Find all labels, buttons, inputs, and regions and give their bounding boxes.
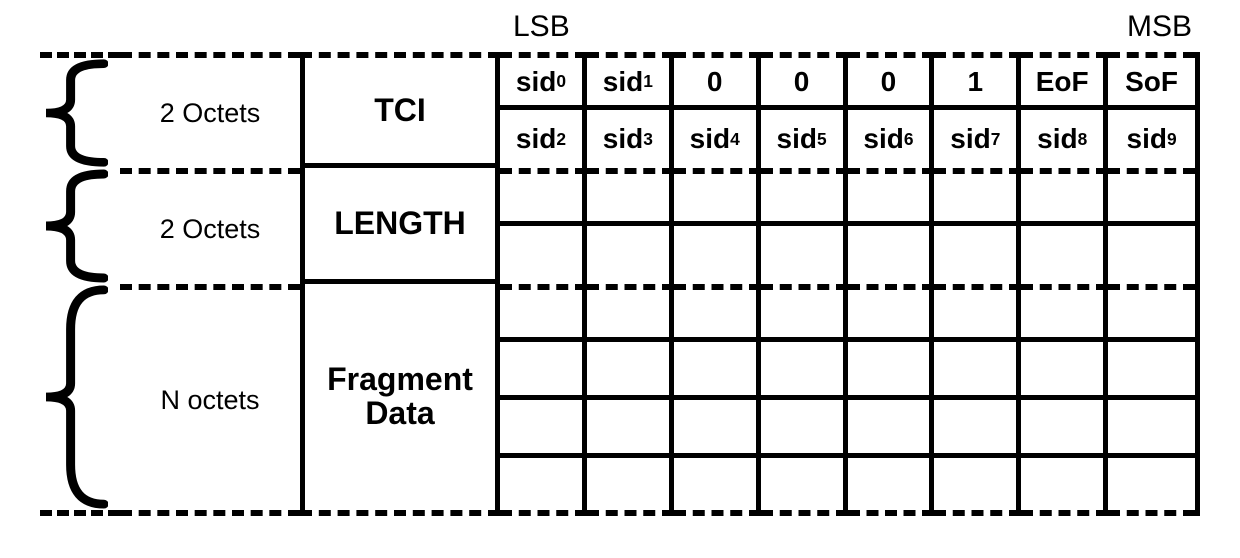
bit-cell — [587, 400, 674, 458]
bit-cell: sid4 — [674, 110, 761, 168]
section: 2 OctetsLENGTH — [40, 168, 1195, 284]
bit-cell: 0 — [848, 52, 935, 110]
bit-cell: sid0 — [500, 52, 587, 110]
bit-cell — [934, 168, 1021, 226]
bit-cell — [1108, 458, 1195, 516]
bit-cell: sid3 — [587, 110, 674, 168]
bit-grid — [500, 168, 1195, 284]
bit-cell — [587, 284, 674, 342]
msb-label: MSB — [1127, 10, 1192, 44]
bit-cell — [500, 226, 587, 284]
packet-structure-table: 2 OctetsTCIsid0sid10001EoFSoFsid2sid3sid… — [40, 52, 1200, 516]
bit-cell — [500, 342, 587, 400]
bit-cell — [1021, 226, 1108, 284]
brace-icon — [40, 168, 120, 284]
bit-cell — [848, 458, 935, 516]
bit-cell — [587, 458, 674, 516]
bit-cell — [1108, 168, 1195, 226]
bit-cell: sid1 — [587, 52, 674, 110]
bit-cell: sid8 — [1021, 110, 1108, 168]
bit-cell — [500, 168, 587, 226]
bit-cell — [587, 342, 674, 400]
bit-cell: sid5 — [761, 110, 848, 168]
bit-cell — [1021, 458, 1108, 516]
bit-cell — [848, 168, 935, 226]
bit-cell: 0 — [674, 52, 761, 110]
bit-cell — [1108, 284, 1195, 342]
bit-cell — [1108, 226, 1195, 284]
bit-cell — [848, 400, 935, 458]
bit-cell: sid2 — [500, 110, 587, 168]
bit-order-header: LSB MSB — [40, 10, 1200, 52]
bit-cell — [500, 458, 587, 516]
bit-cell — [934, 226, 1021, 284]
section-field-label: LENGTH — [300, 168, 500, 284]
brace-icon — [40, 284, 120, 516]
bit-cell — [934, 400, 1021, 458]
bit-cell: 0 — [761, 52, 848, 110]
bit-grid — [500, 284, 1195, 516]
bit-grid: sid0sid10001EoFSoFsid2sid3sid4sid5sid6si… — [500, 52, 1195, 168]
bit-cell — [934, 284, 1021, 342]
bit-cell — [500, 284, 587, 342]
brace-icon — [40, 52, 120, 168]
bit-cell — [761, 168, 848, 226]
bit-cell — [848, 342, 935, 400]
bit-cell — [500, 400, 587, 458]
bit-cell — [761, 400, 848, 458]
bit-cell — [761, 284, 848, 342]
bit-cell: sid6 — [848, 110, 935, 168]
section: 2 OctetsTCIsid0sid10001EoFSoFsid2sid3sid… — [40, 52, 1195, 168]
bit-cell: SoF — [1108, 52, 1195, 110]
section-field-label: FragmentData — [300, 284, 500, 516]
section-size-label: N octets — [120, 284, 300, 516]
bit-cell — [934, 342, 1021, 400]
section-field-label: TCI — [300, 52, 500, 168]
bit-cell — [674, 284, 761, 342]
bit-cell — [674, 226, 761, 284]
lsb-label: LSB — [513, 10, 570, 44]
bit-cell — [848, 226, 935, 284]
bit-cell — [587, 226, 674, 284]
bit-cell: EoF — [1021, 52, 1108, 110]
section-size-label: 2 Octets — [120, 52, 300, 168]
bit-cell — [674, 342, 761, 400]
bit-cell: 1 — [934, 52, 1021, 110]
bit-cell — [934, 458, 1021, 516]
bit-cell — [848, 284, 935, 342]
section-size-label: 2 Octets — [120, 168, 300, 284]
bit-cell — [761, 226, 848, 284]
bit-cell — [674, 400, 761, 458]
bit-cell — [1108, 342, 1195, 400]
bit-cell: sid9 — [1108, 110, 1195, 168]
bit-cell — [1021, 342, 1108, 400]
bit-cell — [1108, 400, 1195, 458]
bit-cell — [1021, 168, 1108, 226]
bit-cell — [761, 342, 848, 400]
bit-cell — [761, 458, 848, 516]
bit-cell — [587, 168, 674, 226]
bit-cell — [674, 168, 761, 226]
section: N octetsFragmentData — [40, 284, 1195, 516]
bit-cell — [1021, 400, 1108, 458]
bit-cell — [674, 458, 761, 516]
bit-cell: sid7 — [934, 110, 1021, 168]
bit-cell — [1021, 284, 1108, 342]
